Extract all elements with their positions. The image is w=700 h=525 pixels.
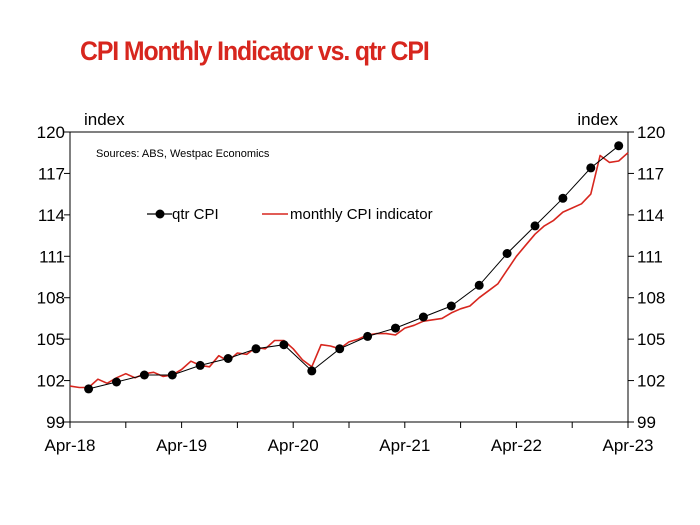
y-axis-label-left: index — [84, 110, 125, 129]
qtr-cpi-point — [530, 221, 540, 231]
source-note: Sources: ABS, Westpac Economics — [96, 148, 270, 160]
y-tick-label-right: 99 — [637, 413, 656, 432]
legend: qtr CPI monthly CPI indicator — [147, 206, 433, 223]
y-tick-label-left: 105 — [37, 330, 65, 349]
qtr-cpi-point — [586, 163, 596, 173]
qtr-cpi-point — [446, 301, 456, 311]
plot-frame — [69, 131, 629, 423]
qtr-cpi-point — [279, 340, 289, 350]
qtr-cpi-point — [502, 249, 512, 258]
y-tick-label-left: 114 — [38, 206, 65, 225]
qtr-cpi-point — [335, 344, 345, 354]
y-tick-label-right: 105 — [637, 330, 665, 349]
y-tick-label-right: 114 — [637, 206, 664, 225]
chart-title: CPI Monthly Indicator vs. qtr CPI — [80, 36, 430, 66]
series-line-monthly-cpi — [69, 152, 629, 389]
y-tick-label-left: 102 — [37, 372, 65, 391]
qtr-cpi-point — [139, 370, 149, 380]
x-tick-label: Apr-20 — [268, 436, 319, 455]
qtr-cpi-point — [195, 360, 205, 370]
qtr-cpi-point — [112, 377, 121, 387]
qtr-cpi-point — [167, 370, 177, 380]
qtr-cpi-point — [391, 323, 400, 333]
y-tick-label-left: 108 — [37, 289, 65, 308]
qtr-cpi-point — [251, 344, 261, 354]
qtr-cpi-point — [363, 331, 373, 341]
x-tick-label: Apr-21 — [379, 436, 430, 455]
qtr-cpi-point — [84, 384, 94, 394]
y-tick-label-left: 120 — [37, 123, 65, 142]
y-tick-label-right: 102 — [637, 372, 665, 391]
y-tick-label-right: 117 — [637, 164, 664, 183]
y-tick-label-left: 117 — [38, 164, 65, 183]
y-tick-label-right: 108 — [637, 289, 665, 308]
y-tick-label-right: 111 — [637, 247, 663, 266]
qtr-cpi-point — [558, 193, 568, 203]
y-tick-label-right: 120 — [637, 123, 665, 142]
qtr-cpi-point — [307, 366, 317, 376]
qtr-cpi-point — [223, 354, 233, 363]
qtr-cpi-point — [418, 312, 428, 322]
legend-qtr-marker — [155, 209, 165, 219]
legend-qtr-label: qtr CPI — [172, 206, 219, 223]
legend-monthly-label: monthly CPI indicator — [290, 206, 433, 223]
series-line-qtr-cpi — [88, 145, 620, 390]
x-tick-label: Apr-23 — [602, 436, 653, 455]
x-tick-label: Apr-19 — [156, 436, 207, 455]
x-tick-label: Apr-22 — [491, 436, 542, 455]
x-tick-label: Apr-18 — [44, 436, 95, 455]
y-tick-label-left: 111 — [39, 247, 65, 266]
y-axis-label-right: index — [577, 110, 618, 129]
y-tick-label-left: 99 — [46, 413, 65, 432]
qtr-cpi-point — [474, 280, 484, 290]
qtr-cpi-point — [614, 141, 624, 151]
